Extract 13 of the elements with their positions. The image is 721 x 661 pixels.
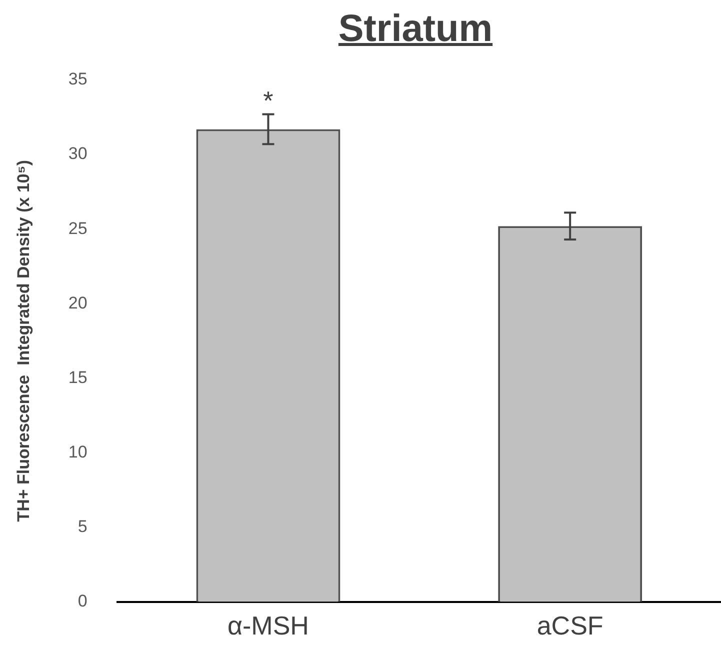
chart-title: Striatum [338, 8, 493, 50]
y-tick-label: 25 [68, 218, 88, 238]
y-axis-title: TH+ Fluorescence Integrated Density (x 10⁵) [14, 160, 33, 522]
y-tick-label: 30 [68, 144, 88, 164]
y-tick-label: 10 [68, 442, 88, 462]
x-tick-label: aCSF [536, 610, 604, 641]
y-tick-label: 0 [78, 591, 88, 610]
y-tick-label: 5 [78, 516, 88, 536]
y-tick-label: 35 [68, 70, 88, 89]
annotation: * [263, 85, 274, 116]
x-tick-label: α-MSH [227, 610, 309, 641]
y-tick-label: 20 [68, 293, 88, 312]
y-tick-label: 15 [68, 368, 88, 387]
